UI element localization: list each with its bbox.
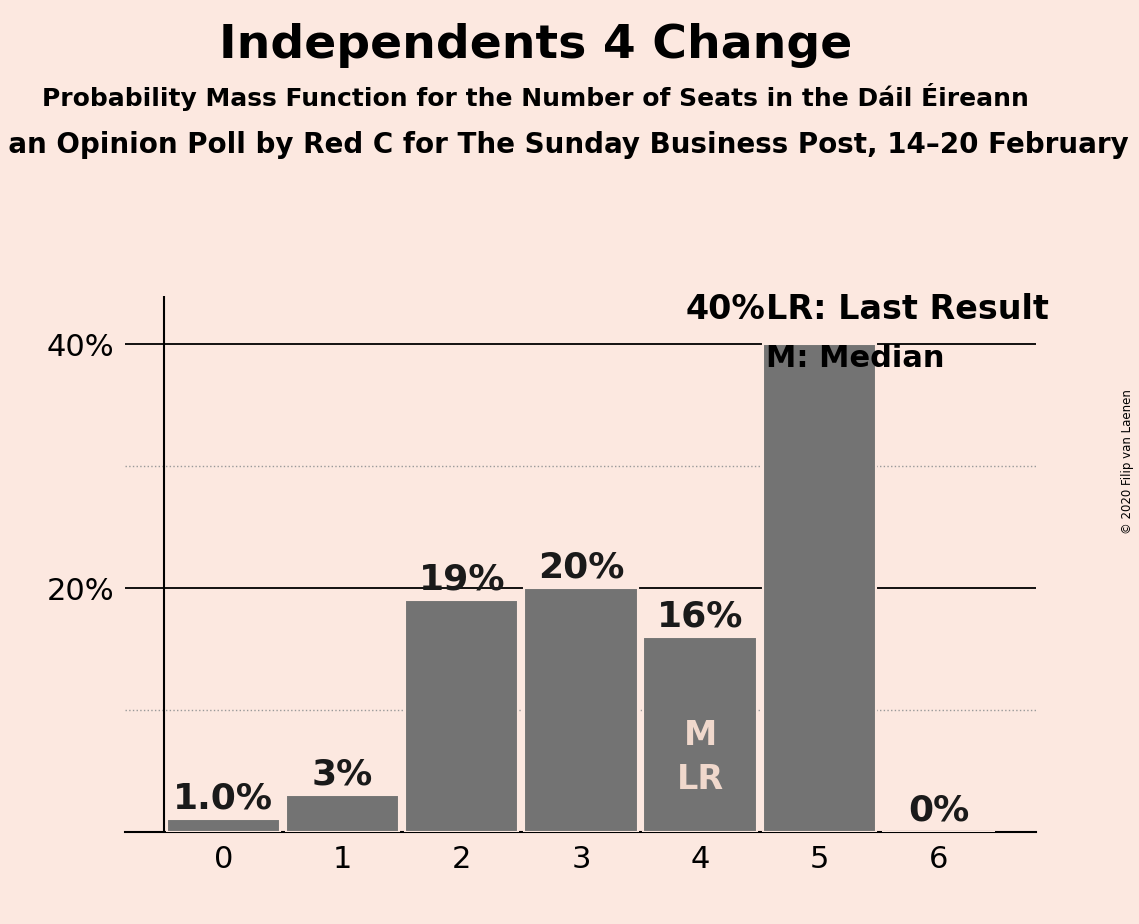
Text: 19%: 19% [418, 563, 505, 597]
Text: 16%: 16% [657, 599, 744, 633]
Text: © 2020 Filip van Laenen: © 2020 Filip van Laenen [1121, 390, 1134, 534]
Text: 0%: 0% [908, 794, 969, 828]
Text: 3%: 3% [312, 758, 374, 791]
Text: 40%: 40% [686, 293, 765, 326]
Bar [644, 637, 756, 832]
Bar [405, 601, 518, 832]
Bar [286, 795, 399, 832]
Text: Independents 4 Change: Independents 4 Change [219, 23, 852, 68]
Text: LR: Last Result: LR: Last Result [765, 293, 1049, 326]
Bar [524, 588, 638, 832]
Bar [763, 345, 876, 832]
Text: Based on an Opinion Poll by Red C for The Sunday Business Post, 14–20 February 2: Based on an Opinion Poll by Red C for Th… [0, 131, 1139, 159]
Text: 1.0%: 1.0% [173, 782, 273, 816]
Text: M: Median: M: Median [765, 345, 944, 373]
Bar [166, 820, 280, 832]
Text: 20%: 20% [538, 551, 624, 584]
Text: M
LR: M LR [677, 720, 723, 796]
Text: Probability Mass Function for the Number of Seats in the Dáil Éireann: Probability Mass Function for the Number… [42, 83, 1029, 111]
